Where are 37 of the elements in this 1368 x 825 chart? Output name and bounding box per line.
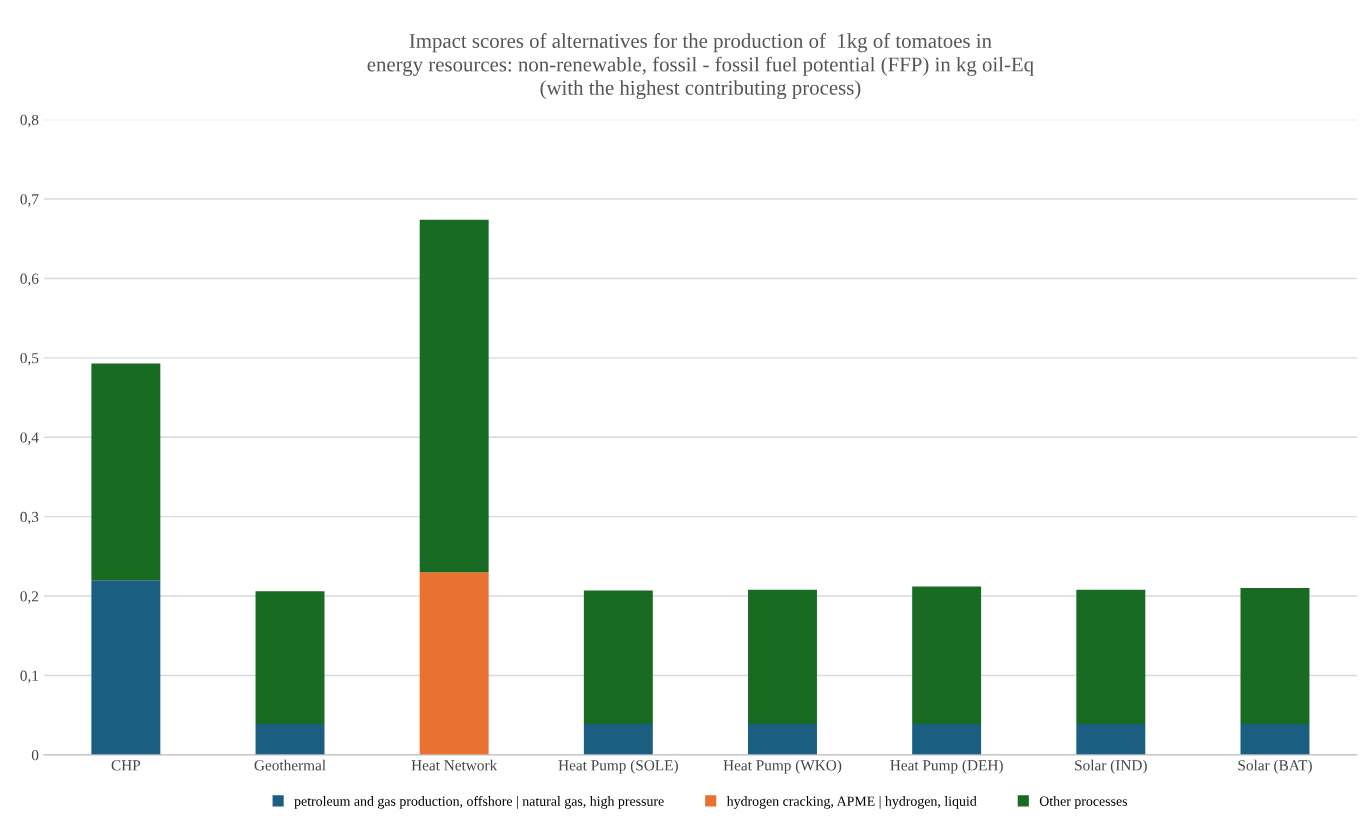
x-tick-label: Geothermal bbox=[254, 759, 326, 771]
x-tick-label: Heat Pump (DEH) bbox=[890, 759, 1003, 774]
y-tick-label: 0 bbox=[31, 750, 39, 761]
bar bbox=[583, 723, 653, 755]
y-tick-label: 0,5 bbox=[20, 352, 39, 366]
bar bbox=[91, 363, 161, 581]
legend-label: Other processes bbox=[1039, 796, 1128, 809]
y-tick-label: 0,7 bbox=[20, 194, 39, 207]
x-tick-label: Heat Network bbox=[411, 759, 498, 771]
bar bbox=[1240, 588, 1310, 724]
y-tick-label: 0,3 bbox=[20, 511, 39, 525]
bar bbox=[91, 580, 161, 755]
x-tick-label: Solar (BAT) bbox=[1238, 759, 1312, 774]
bar bbox=[748, 589, 817, 724]
x-tick-label: Heat Pump (SOLE) bbox=[558, 759, 678, 774]
bar bbox=[419, 219, 489, 573]
bar bbox=[1240, 723, 1310, 755]
y-tick-label: 0,1 bbox=[20, 670, 38, 684]
bar bbox=[583, 590, 653, 724]
x-tick-label: Heat Pump (WKO) bbox=[723, 759, 842, 774]
y-tick-label: 0,4 bbox=[20, 432, 39, 445]
bar bbox=[748, 723, 817, 755]
chart-title: Impact scores of alternatives for the production of 1kg of tomatoes in energy resources: non-renewable, fossil - fossil fuel potential (FFP) in kg oil-Eq (with the highest contributing process) bbox=[367, 33, 1034, 100]
legend-label: petroleum and gas production, offshore | natural gas, high pressure bbox=[294, 795, 664, 809]
bar bbox=[255, 723, 325, 755]
y-tick-label: 0,6 bbox=[20, 273, 39, 287]
bar bbox=[1076, 589, 1146, 724]
x-tick-label: Solar (IND) bbox=[1075, 759, 1147, 774]
bar bbox=[912, 723, 982, 755]
x-tick-label: CHP bbox=[111, 760, 141, 771]
bar bbox=[1076, 723, 1146, 755]
bar bbox=[912, 586, 982, 724]
y-tick-label: 0,2 bbox=[20, 591, 39, 604]
legend-label: hydrogen cracking, APME | hydrogen, liquid bbox=[726, 796, 977, 809]
y-tick-label: 0,8 bbox=[20, 114, 39, 128]
bar bbox=[255, 591, 325, 724]
bar bbox=[419, 572, 489, 755]
